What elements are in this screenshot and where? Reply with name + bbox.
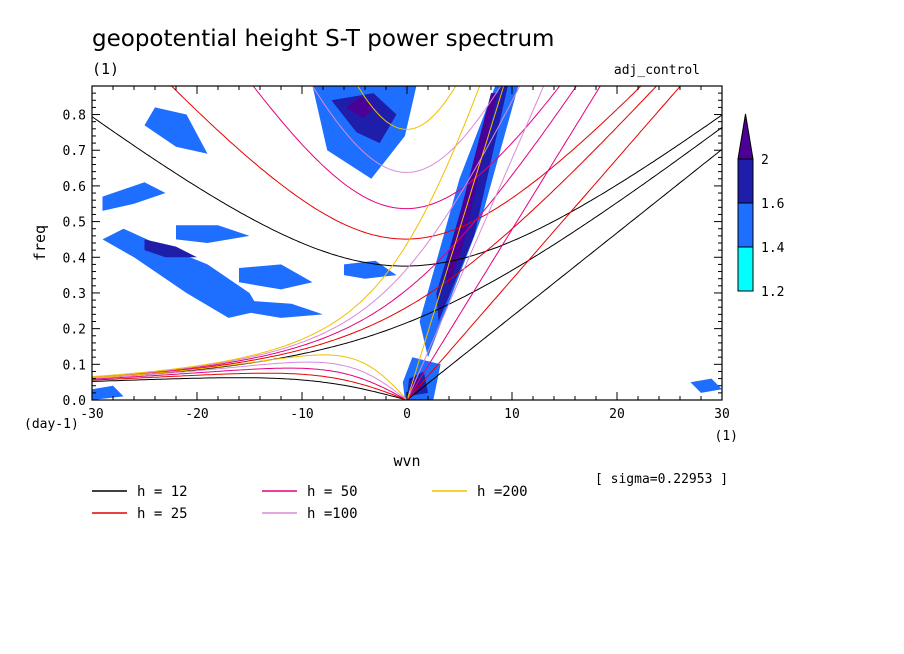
curve-er1-h50	[92, 367, 408, 400]
colorbar-segment-0	[737, 246, 754, 292]
curve-er1-h12	[92, 377, 408, 400]
x-tick-label: 0	[403, 407, 411, 422]
colorbar-label: 1.4	[761, 241, 785, 256]
power-region-15	[144, 239, 197, 258]
colorbar-label: 2	[761, 153, 769, 168]
power-region-11	[690, 378, 722, 393]
chart-title: geopotential height S-T power spectrum	[92, 26, 554, 52]
x-tick-label: -30	[80, 407, 103, 422]
power-region-6	[176, 225, 250, 243]
y-tick-label: 0.8	[63, 109, 86, 124]
power-region-9	[239, 300, 323, 318]
x-axis-unit: (1)	[715, 429, 738, 444]
x-tick-label: 10	[504, 407, 520, 422]
power-region-17	[444, 93, 498, 286]
curve-kelvin-h200	[406, 86, 505, 400]
legend-label: h = 50	[307, 484, 358, 500]
power-region-4	[144, 107, 208, 154]
curve-ig1-h50	[252, 86, 561, 210]
legend-label: h = 25	[137, 506, 188, 522]
curve-kelvin-h12	[406, 148, 722, 400]
y-tick-label: 0.3	[63, 287, 86, 302]
colorbar-segment-1	[737, 202, 754, 248]
curve-mrg-h12	[92, 126, 722, 379]
legend-label: h =200	[477, 484, 528, 500]
curve-mrg-h100	[92, 86, 521, 378]
x-tick-label: -10	[290, 407, 313, 422]
curve-mrg-h50	[92, 86, 577, 378]
power-region-5	[102, 182, 166, 211]
y-tick-label: 0.1	[63, 358, 86, 373]
chart-subtitle-right: adj_control	[614, 63, 700, 78]
colorbar-arrow	[737, 113, 754, 160]
colorbar-segment-2	[737, 158, 754, 204]
x-axis-label: wvn	[393, 452, 420, 470]
dispersion-curves	[92, 86, 722, 400]
curve-mrg-h25	[92, 86, 658, 378]
axis-ticks: -30 -20 -10 0 10 20 30 0.0 0.1 0.2 0.3 0.4 0.5 0.6 0.7…	[63, 86, 730, 422]
curve-ig1-h25	[170, 86, 642, 240]
power-regions	[92, 86, 722, 400]
curve-mrg-h200	[92, 86, 481, 378]
curve-er1-h25	[92, 372, 408, 400]
y-tick-label: 0.2	[63, 323, 86, 338]
colorbar-label: 1.6	[761, 197, 784, 212]
y-axis-unit: (day-1)	[24, 417, 79, 432]
colorbar: 1.2 1.4 1.6 2	[737, 113, 785, 300]
chart-subtitle-left: (1)	[92, 60, 119, 78]
y-tick-label: 0.5	[63, 216, 86, 231]
power-region-14	[331, 93, 397, 144]
y-tick-label: 0.4	[63, 251, 87, 266]
curve-ig1-h200	[357, 86, 457, 130]
curve-kelvin-h100	[406, 86, 545, 400]
curve-ig1-h12	[92, 114, 722, 267]
power-region-3	[102, 228, 260, 318]
legend-label: h =100	[307, 506, 358, 522]
x-tick-label: 20	[609, 407, 625, 422]
y-axis-label: freq	[31, 225, 49, 261]
y-tick-label: 0.6	[63, 180, 86, 195]
y-tick-label: 0.0	[63, 394, 86, 409]
curve-kelvin-h50	[406, 86, 601, 400]
power-region-10	[92, 385, 124, 400]
power-region-18	[346, 96, 376, 119]
curve-er1-h200	[92, 354, 408, 400]
x-tick-label: -20	[185, 407, 208, 422]
legend: h = 12 h = 25 h = 50 h =100 h =200	[92, 484, 528, 522]
sigma-annotation: [ sigma=0.22953 ]	[595, 472, 728, 487]
curve-er1-h100	[92, 361, 408, 400]
y-tick-label: 0.7	[63, 144, 86, 159]
power-region-8	[344, 260, 397, 279]
curve-ig1-h100	[311, 86, 502, 173]
x-tick-label: 30	[714, 407, 730, 422]
power-region-7	[239, 264, 313, 290]
colorbar-label: 1.2	[761, 285, 784, 300]
curve-kelvin-h25	[406, 86, 682, 400]
legend-label: h = 12	[137, 484, 188, 500]
